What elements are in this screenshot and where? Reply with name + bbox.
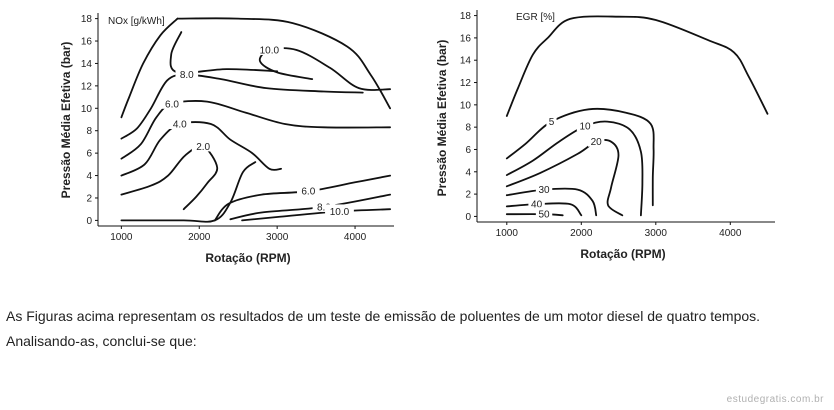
nox-contour-line: [213, 174, 391, 222]
nox-x-ticks: 1000 2000 3000 4000: [110, 226, 367, 243]
question-line-1: As Figuras acima representam os resultad…: [6, 308, 761, 324]
nox-y-label: Pressão Média Efetiva (bar): [59, 42, 73, 199]
egr-contour-label-bg: [535, 182, 553, 195]
nox-contour-line: [120, 73, 364, 140]
egr-contour-label: 10: [579, 122, 591, 133]
nox-contour-label: 8.0: [317, 202, 331, 213]
egr-x-ticks: 1000 2000 3000 4000: [496, 222, 742, 239]
nox-contour-line: [120, 161, 257, 223]
egr-contour-line: [505, 187, 598, 217]
egr-y-tick-label: 18: [460, 11, 472, 22]
nox-contour-line: [120, 145, 219, 211]
egr-y-tick-label: 4: [465, 167, 471, 178]
nox-contour-line: [176, 17, 391, 110]
nox-x-tick-label: 1000: [110, 232, 133, 243]
egr-contour-line: [505, 107, 655, 207]
nox-y-tick-label: 16: [81, 37, 93, 48]
nox-contour-label: 2.0: [196, 142, 210, 153]
egr-contour-line: [505, 213, 564, 217]
nox-contour-line: [120, 17, 179, 119]
nox-y-tick-label: 14: [81, 59, 93, 70]
egr-y-ticks: 0 2 4 6 8 10 12 14 16 18: [460, 11, 477, 223]
egr-contour-label-bg: [535, 207, 553, 220]
egr-contour-label-bg: [528, 197, 545, 210]
egr-y-tick-label: 10: [460, 100, 472, 111]
watermark: estudegratis.com.br: [726, 394, 824, 405]
question-text: As Figuras acima representam os resultad…: [6, 306, 828, 356]
nox-contour-label-bg: [191, 139, 215, 152]
nox-y-ticks: 0 2 4 6 8 10 12 14 16 18: [81, 14, 98, 227]
nox-contour-label: 6.0: [165, 99, 179, 110]
nox-contour-label: 4.0: [173, 119, 187, 130]
nox-y-tick-label: 2: [86, 193, 92, 204]
nox-contour-label-bg: [297, 184, 320, 197]
nox-y-tick-label: 8: [86, 126, 92, 137]
egr-y-tick-label: 6: [465, 145, 471, 156]
egr-contour-line: [505, 139, 624, 217]
nox-contour-line: [120, 100, 391, 160]
egr-contour-label: 40: [531, 200, 543, 211]
nox-y-tick-label: 6: [86, 149, 92, 160]
egr-y-tick-label: 8: [465, 123, 471, 134]
nox-title: NOx [g/kWh]: [108, 16, 165, 27]
nox-y-tick-label: 18: [81, 14, 93, 25]
egr-y-tick-label: 2: [465, 190, 471, 201]
egr-y-tick-label: 14: [460, 56, 472, 67]
egr-y-tick-label: 0: [465, 212, 471, 223]
nox-y-tick-label: 10: [81, 104, 93, 115]
nox-x-tick-label: 3000: [266, 232, 289, 243]
egr-contour-label-bg: [546, 114, 557, 127]
nox-contour-label-bg: [254, 42, 284, 55]
nox-contour-label-bg: [168, 116, 192, 129]
nox-contour-label: 10.0: [330, 207, 350, 218]
nox-contours: [120, 17, 391, 223]
nox-contour-label-bg: [175, 67, 199, 80]
egr-contour-label-bg: [588, 134, 605, 147]
egr-contour-label-bg: [576, 119, 594, 132]
nox-contour-line: [241, 208, 391, 222]
egr-contour-label: 5: [549, 117, 555, 128]
egr-contour-label: 30: [538, 185, 550, 196]
egr-x-tick-label: 2000: [570, 228, 593, 239]
nox-y-tick-label: 4: [86, 171, 92, 182]
egr-y-label: Pressão Média Efetiva (bar): [435, 40, 449, 197]
egr-x-tick-label: 3000: [645, 228, 668, 239]
egr-contour-line: [505, 202, 583, 217]
egr-contour-line: [505, 120, 644, 217]
nox-contour-label-bg: [325, 204, 354, 217]
egr-contour-label: 50: [538, 210, 550, 221]
nox-contour-label: 6.0: [301, 187, 315, 198]
nox-contour-label: 10.0: [260, 45, 280, 56]
egr-contours: [505, 15, 769, 217]
nox-contour-line: [229, 193, 391, 221]
egr-x-label: Rotação (RPM): [580, 247, 665, 261]
egr-contour-label: 20: [591, 137, 603, 148]
egr-y-tick-label: 16: [460, 33, 472, 44]
egr-y-tick-label: 12: [460, 78, 472, 89]
nox-x-tick-label: 2000: [188, 232, 211, 243]
nox-contour-line: [120, 121, 282, 177]
nox-contour-labels: 10.08.06.04.02.06.08.010.0: [160, 42, 354, 218]
nox-x-label: Rotação (RPM): [205, 251, 290, 265]
nox-contour-label-bg: [160, 96, 184, 109]
question-line-2: Analisando-as, conclui-se que:: [6, 333, 197, 349]
egr-contour-line: [505, 15, 769, 117]
nox-y-tick-label: 12: [81, 81, 93, 92]
nox-x-tick-label: 4000: [344, 232, 367, 243]
egr-x-tick-label: 4000: [719, 228, 742, 239]
nox-contour-label: 8.0: [180, 70, 194, 81]
egr-x-tick-label: 1000: [496, 228, 519, 239]
nox-y-tick-label: 0: [86, 216, 92, 227]
egr-title: EGR [%]: [516, 12, 555, 23]
